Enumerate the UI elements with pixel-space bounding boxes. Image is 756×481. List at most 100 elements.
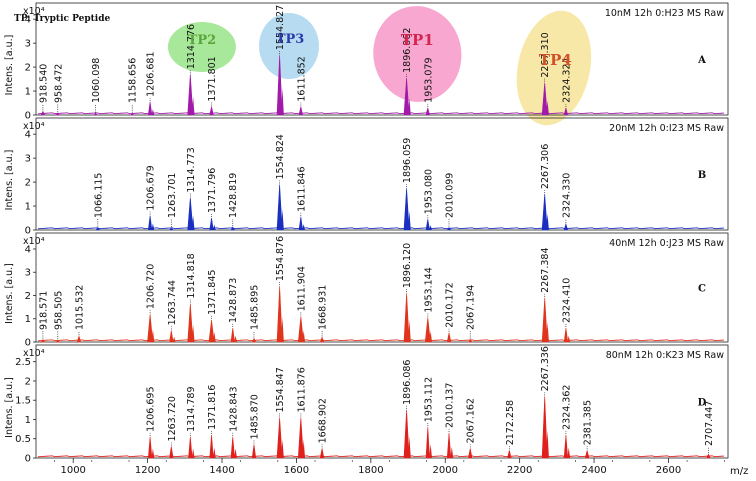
- peak-label: 2067.194: [466, 285, 477, 330]
- peak-1896.062: [403, 77, 410, 116]
- y-axis-exponent: x10⁴: [23, 121, 45, 132]
- peak-label: 2010.172: [445, 282, 456, 327]
- peak-label: 918.571: [38, 291, 49, 330]
- panel-title: 10nM 12h 0:H23 MS Raw: [605, 8, 724, 19]
- peak-2267.336: [541, 396, 548, 459]
- y-axis-label: Intens. [a.u.]: [4, 35, 15, 96]
- peak-isotope: [191, 215, 195, 230]
- baseline-trace: [38, 112, 725, 115]
- peak-isotope: [212, 224, 216, 230]
- peak-isotope: [429, 444, 433, 458]
- x-tick-label: 2200: [507, 465, 532, 476]
- peak-label: 1428.843: [228, 386, 239, 431]
- y-tick-label: 1: [25, 415, 31, 426]
- peak-1896.059: [403, 188, 410, 231]
- peak-1485.895: [251, 337, 257, 343]
- peak-isotope: [151, 329, 155, 342]
- y-tick-label: 2: [25, 291, 31, 302]
- peak-label: 1371.816: [207, 385, 218, 430]
- peak-label: 1263.744: [167, 280, 178, 325]
- peak-isotope: [234, 335, 237, 342]
- y-tick-label: 3: [25, 268, 31, 279]
- baseline-trace: [38, 227, 725, 230]
- peak-label: 2267.306: [540, 144, 551, 189]
- panel-title: 40nM 12h 0:J23 MS Raw: [609, 238, 724, 249]
- peak-2010.172: [446, 332, 452, 343]
- peak-isotope: [151, 448, 155, 458]
- y-tick-label: 2.5: [15, 357, 31, 368]
- peak-1263.744: [169, 330, 174, 343]
- peak-isotope: [191, 324, 195, 342]
- y-axis-exponent: x10⁴: [23, 6, 45, 17]
- peak-2067.162: [468, 448, 473, 459]
- peak-label: 1611.846: [296, 166, 307, 211]
- peak-label: 1953.112: [423, 377, 434, 422]
- peak-label: 1371.801: [207, 56, 218, 101]
- peak-isotope: [567, 447, 571, 458]
- peak-label: 2707.447: [704, 401, 715, 446]
- peak-isotope: [151, 223, 155, 230]
- tp-label-tp2: TP2: [188, 33, 217, 48]
- peak-1314.776: [187, 74, 194, 116]
- peak-isotope: [407, 320, 411, 342]
- y-tick-label: 0.5: [15, 434, 31, 445]
- peak-2010.099: [446, 227, 452, 231]
- peak-label: 1953.144: [423, 267, 434, 312]
- panel-frame: [35, 232, 729, 343]
- x-tick-label: 2000: [433, 465, 458, 476]
- peak-1953.112: [425, 427, 430, 459]
- peak-isotope: [546, 213, 549, 230]
- peak-1206.681: [147, 101, 153, 116]
- y-axis-exponent: x10⁴: [23, 348, 45, 359]
- peak-label: 2172.258: [505, 400, 516, 445]
- panel-letter: A: [697, 55, 706, 66]
- peak-1015.532: [76, 335, 82, 343]
- panel-frame: [35, 2, 729, 116]
- y-tick-label: 2: [25, 376, 31, 387]
- peak-958.472: [55, 112, 61, 116]
- y-tick-label: 1: [25, 87, 31, 98]
- y-tick-label: 0: [25, 338, 31, 349]
- baseline-trace: [38, 455, 725, 458]
- x-tick-label: 1000: [60, 465, 85, 476]
- peak-label: 1554.847: [275, 367, 286, 412]
- peak-2707.447: [706, 453, 711, 459]
- y-tick-label: 4: [25, 244, 31, 255]
- y-tick-label: 4: [25, 15, 31, 26]
- peak-isotope: [407, 211, 411, 230]
- peak-1206.720: [147, 314, 154, 343]
- peak-label: 1206.695: [146, 386, 157, 431]
- highlight-ellipses-layer: [167, 6, 592, 126]
- panel-frame: [35, 344, 729, 459]
- peak-1263.701: [168, 227, 174, 231]
- highlight-ellipse-tp3: [258, 13, 319, 79]
- peak-1554.824: [276, 184, 283, 231]
- peak-2067.194: [467, 339, 473, 343]
- peak-label: 1371.845: [207, 270, 218, 315]
- peak-isotope: [546, 100, 549, 115]
- x-axis: 1000 1200 1400 1600 1800 2000 2200 2400 2600 m/z: [54, 458, 748, 477]
- peak-1554.827: [276, 55, 283, 116]
- peak-1206.695: [147, 436, 153, 459]
- peak-1896.120: [403, 293, 410, 343]
- peak-1611.904: [297, 316, 304, 343]
- peak-isotope: [151, 109, 155, 115]
- peak-label: 1263.720: [167, 396, 178, 441]
- peak-2324.410: [563, 328, 569, 343]
- peak-label: 1314.818: [186, 253, 197, 298]
- peak-label: 1428.819: [228, 173, 239, 218]
- x-tick-label: 1800: [358, 465, 383, 476]
- peak-label: 2067.162: [466, 398, 477, 443]
- peak-label: 2267.336: [540, 346, 551, 391]
- peak-2172.258: [507, 450, 512, 459]
- peak-label: 1611.904: [296, 266, 307, 311]
- spectra-panels: 0 1 2 3 4 Intens. [a.u.] x10⁴ 10nM 12h 0:H23 MS…: [4, 2, 729, 465]
- peak-label: 1668.931: [318, 285, 329, 330]
- peak-2267.310: [541, 82, 548, 116]
- y-tick-label: 2: [25, 178, 31, 189]
- y-axis-exponent: x10⁴: [23, 236, 45, 247]
- tp-label-tp1: TP1: [401, 31, 434, 49]
- peak-label: 1206.681: [146, 51, 157, 96]
